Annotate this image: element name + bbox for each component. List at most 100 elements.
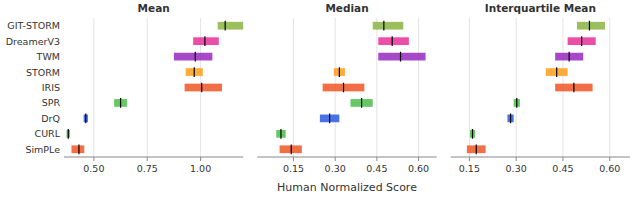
grid-line xyxy=(516,18,517,157)
x-tick xyxy=(293,157,294,161)
grid-line xyxy=(93,18,94,157)
range-bar xyxy=(114,99,127,107)
range-bar xyxy=(193,37,219,45)
center-line xyxy=(195,52,196,62)
center-line xyxy=(85,114,86,124)
x-tick xyxy=(93,157,94,161)
center-line xyxy=(339,67,340,77)
range-bar xyxy=(555,53,583,61)
center-line xyxy=(68,129,69,139)
range-bar xyxy=(186,68,203,76)
range-bar xyxy=(174,53,212,61)
center-line xyxy=(510,114,511,124)
x-tick xyxy=(376,157,377,161)
x-tick-label: 0.60 xyxy=(408,163,429,174)
x-axis-label: Human Normalized Score xyxy=(277,181,417,194)
center-line xyxy=(78,144,79,154)
center-line xyxy=(291,144,292,154)
center-line xyxy=(120,98,121,108)
range-bar xyxy=(470,130,475,138)
center-line xyxy=(194,67,195,77)
grid-line xyxy=(469,18,470,157)
center-line xyxy=(392,36,393,46)
range-bar xyxy=(71,145,84,153)
x-axis-line xyxy=(451,157,630,158)
x-tick-label: 0.30 xyxy=(325,163,346,174)
range-bar xyxy=(507,115,513,123)
range-bar xyxy=(467,145,486,153)
x-tick-label: 0.45 xyxy=(552,163,573,174)
y-tick-label: IRIS xyxy=(42,82,60,93)
x-tick xyxy=(609,157,610,161)
center-line xyxy=(280,129,281,139)
center-line xyxy=(589,21,590,31)
grid-line xyxy=(147,18,148,157)
x-tick-label: 0.50 xyxy=(83,163,104,174)
y-tick-label: SPR xyxy=(42,97,61,108)
range-bar xyxy=(218,22,244,30)
center-line xyxy=(361,98,362,108)
range-bar xyxy=(280,145,302,153)
x-tick xyxy=(562,157,563,161)
subplot: Median 0.15 0.30 0.45 0.60 xyxy=(257,2,436,174)
grid-line xyxy=(376,18,377,157)
marks xyxy=(467,21,605,154)
range-bar xyxy=(514,99,520,107)
x-tick-label: 0.75 xyxy=(137,163,158,174)
center-line xyxy=(400,52,401,62)
x-tick xyxy=(335,157,336,161)
x-tick-label: 1.00 xyxy=(190,163,211,174)
center-line xyxy=(225,21,226,31)
center-line xyxy=(556,67,557,77)
x-tick-label: 0.30 xyxy=(506,163,527,174)
y-tick-label: CURL xyxy=(35,128,61,139)
x-tick xyxy=(469,157,470,161)
center-line xyxy=(516,98,517,108)
y-tick-label: STORM xyxy=(26,67,60,78)
marks xyxy=(276,21,425,154)
center-line xyxy=(472,129,473,139)
y-tick-label: GIT-STORM xyxy=(7,20,60,31)
grid-line xyxy=(293,18,294,157)
range-bar xyxy=(67,130,70,138)
x-tick-label: 0.60 xyxy=(599,163,620,174)
subplot-title: Median xyxy=(325,2,368,14)
subplot: Interquartile Mean 0.15 0.30 0.45 0.60 xyxy=(451,2,630,174)
center-line xyxy=(343,83,344,93)
x-tick-label: 0.45 xyxy=(366,163,387,174)
marks xyxy=(67,21,244,154)
range-bar xyxy=(373,22,404,30)
center-line xyxy=(476,144,477,154)
x-tick xyxy=(147,157,148,161)
y-tick-label: DrQ xyxy=(41,113,60,124)
y-tick-label: DreamerV3 xyxy=(6,36,60,47)
range-bar xyxy=(320,115,339,123)
x-axis-line xyxy=(257,157,436,158)
center-line xyxy=(569,52,570,62)
subplot-title: Interquartile Mean xyxy=(485,2,596,14)
x-tick-label: 0.15 xyxy=(459,163,480,174)
x-tick xyxy=(418,157,419,161)
grid-line xyxy=(418,18,419,157)
range-bar xyxy=(568,37,596,45)
x-tick xyxy=(516,157,517,161)
center-line xyxy=(573,83,574,93)
range-bar xyxy=(84,115,88,123)
center-line xyxy=(383,21,384,31)
range-bar xyxy=(378,53,425,61)
range-bar xyxy=(350,99,372,107)
x-axis-line xyxy=(64,157,243,158)
chart-figure: Mean 0.50 0.75 1.00 GIT-STORM DreamerV3 TWM STO… xyxy=(0,0,640,197)
range-bar xyxy=(378,37,409,45)
grid-line xyxy=(609,18,610,157)
x-tick-label: 0.15 xyxy=(283,163,304,174)
subplot-title: Mean xyxy=(138,2,170,14)
y-tick-label: TWM xyxy=(36,51,60,62)
range-bar xyxy=(577,22,605,30)
x-tick xyxy=(200,157,201,161)
center-line xyxy=(201,83,202,93)
center-line xyxy=(204,36,205,46)
range-bar xyxy=(546,68,568,76)
range-bar xyxy=(334,68,345,76)
range-bar xyxy=(276,130,285,138)
